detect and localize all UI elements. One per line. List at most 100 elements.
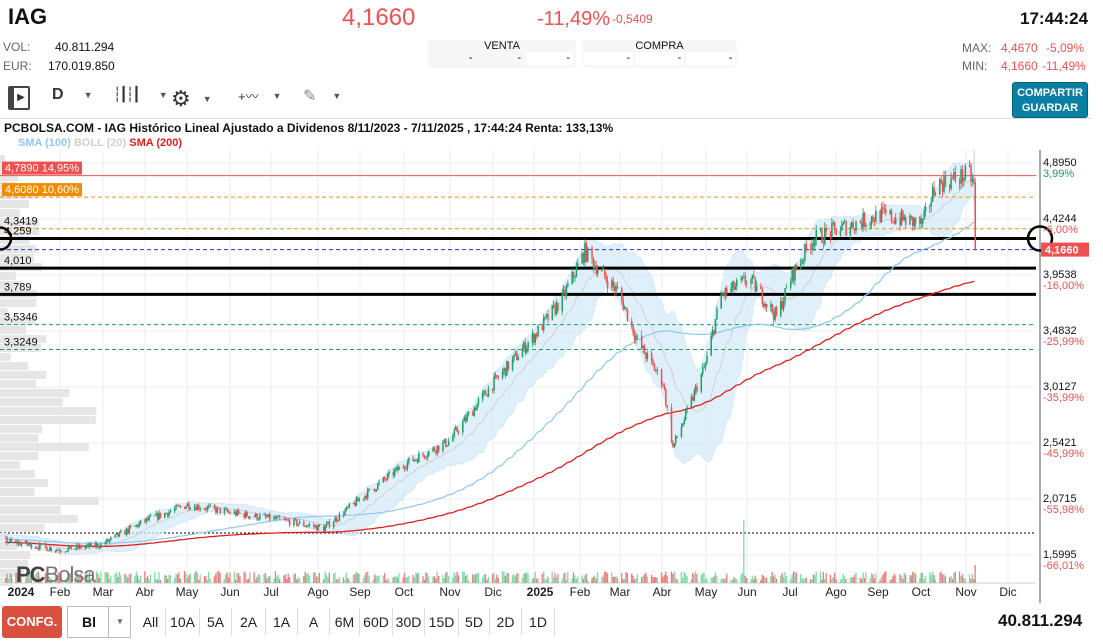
volume-profile-bar	[0, 353, 11, 361]
candle-body	[507, 361, 510, 370]
candle-body	[693, 390, 695, 401]
volume-bar	[68, 573, 71, 583]
volume-bar	[825, 572, 827, 583]
candle-body	[266, 516, 268, 518]
candle-body	[660, 369, 663, 385]
chevron-down-icon[interactable]: ▼	[108, 607, 131, 637]
period-button-2d[interactable]: 2D	[490, 608, 522, 636]
volume-bar	[930, 574, 932, 583]
legend-boll[interactable]: BOLL (20)	[73, 137, 127, 149]
volume-bar	[741, 572, 744, 583]
y-tick-value: 2,5421	[1043, 437, 1077, 449]
volume-bar	[274, 571, 277, 583]
volume-bar	[164, 575, 166, 583]
candle-body	[287, 519, 290, 521]
volume-bar	[367, 571, 369, 583]
candle-body	[398, 466, 400, 471]
period-button-6m[interactable]: 6M	[330, 608, 360, 636]
volume-bar	[120, 575, 122, 583]
volume-bar	[771, 571, 773, 583]
volume-bar	[352, 574, 355, 583]
x-tick-label: Jul	[263, 585, 279, 599]
legend-sma100[interactable]: SMA (100)	[18, 137, 71, 149]
period-dropdown[interactable]: D ▼	[52, 86, 92, 104]
drawing-dropdown[interactable]: ✎ ▼	[303, 86, 341, 106]
volume-bar	[656, 577, 658, 583]
candle-body	[794, 264, 796, 281]
candle-body	[621, 288, 623, 300]
period-button-2a[interactable]: 2A	[232, 608, 266, 636]
candle-body	[274, 517, 277, 519]
period-button-5d[interactable]: 5D	[459, 608, 490, 636]
candle-body	[413, 459, 416, 462]
period-value[interactable]: D	[52, 86, 64, 103]
chart-type-value[interactable]: Bl	[82, 614, 96, 630]
volume-bar	[398, 573, 400, 583]
volume-bar	[953, 572, 955, 583]
volume-bar	[950, 576, 952, 583]
candle-body	[652, 360, 654, 365]
volume-bar	[256, 577, 258, 583]
volume-bar	[879, 579, 881, 583]
chevron-down-icon[interactable]: ▼	[158, 89, 168, 100]
sidebar-toggle-icon[interactable]: ▶	[8, 86, 30, 110]
candlestick-icon[interactable]: ┆┃┆┃	[113, 86, 141, 102]
share-label[interactable]: COMPARTIR	[1017, 87, 1083, 99]
share-save-button[interactable]: COMPARTIR GUARDAR	[1012, 82, 1088, 118]
chevron-down-icon[interactable]: ▼	[332, 91, 342, 101]
volume-bar	[115, 572, 118, 583]
candle-body	[477, 399, 480, 405]
volume-bar	[418, 572, 420, 583]
period-button-15d[interactable]: 15D	[425, 608, 459, 636]
settings-dropdown[interactable]: ⚙ ▼	[171, 86, 212, 112]
volume-bar	[774, 574, 776, 583]
candle-body	[148, 516, 150, 521]
volume-bar	[452, 577, 454, 583]
period-button-1a[interactable]: 1A	[266, 608, 298, 636]
config-button[interactable]: CONFG.	[2, 606, 62, 638]
volume-bar	[882, 574, 884, 583]
indicators-dropdown[interactable]: +〰 ▼	[238, 86, 282, 105]
volume-bar	[145, 577, 147, 583]
period-button-5a[interactable]: 5A	[200, 608, 232, 636]
chevron-down-icon[interactable]: ▼	[272, 90, 282, 101]
candle-body	[812, 243, 815, 247]
chart-type-select[interactable]: Bl ▼	[67, 606, 131, 638]
candle-body	[567, 283, 569, 287]
indicators-icon[interactable]: +〰	[238, 89, 259, 104]
period-button-1d[interactable]: 1D	[522, 608, 555, 636]
venta-label: VENTA	[484, 40, 520, 52]
volume-bar	[476, 573, 478, 583]
volume-bar	[254, 579, 257, 583]
chevron-down-icon[interactable]: ▼	[202, 94, 212, 104]
candle-body	[355, 497, 358, 506]
period-button-30d[interactable]: 30D	[393, 608, 425, 636]
candle-body	[805, 244, 808, 249]
legend-sma200[interactable]: SMA (200)	[129, 137, 183, 149]
volume-bar	[660, 572, 663, 583]
candle-body	[740, 279, 742, 281]
gear-icon[interactable]: ⚙	[171, 86, 191, 111]
period-button-a[interactable]: A	[298, 608, 330, 636]
candle-body	[860, 222, 863, 228]
candle-body	[402, 466, 404, 468]
candle-body	[941, 182, 944, 192]
chart-type-dropdown[interactable]: ┆┃┆┃ ▼	[113, 86, 168, 103]
candle-body	[869, 223, 871, 226]
candle-body	[98, 547, 101, 549]
candle-body	[179, 505, 182, 507]
chevron-down-icon[interactable]: ▼	[83, 90, 93, 100]
period-button-60d[interactable]: 60D	[360, 608, 393, 636]
volume-bar	[37, 571, 40, 583]
pencil-icon[interactable]: ✎	[303, 88, 317, 105]
volume-bar	[317, 576, 319, 583]
volume-bar	[442, 575, 444, 583]
chart-title: PCBOLSA.COM - IAG Histórico Lineal Ajust…	[4, 121, 614, 135]
sidebar-toggle-button[interactable]: ▶	[8, 86, 30, 110]
period-button-10a[interactable]: 10A	[166, 608, 200, 636]
save-label[interactable]: GUARDAR	[1021, 102, 1079, 114]
x-tick-label: Feb	[569, 585, 591, 599]
candle-body	[919, 217, 921, 224]
period-button-all[interactable]: All	[136, 608, 166, 636]
